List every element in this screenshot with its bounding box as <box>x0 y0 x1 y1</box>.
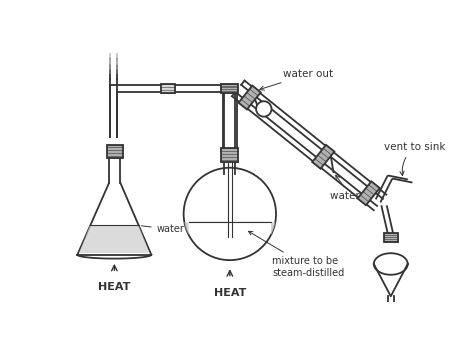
Text: water out: water out <box>260 69 333 90</box>
Bar <box>384 233 398 242</box>
Polygon shape <box>184 222 275 235</box>
Text: HEAT: HEAT <box>214 288 246 298</box>
Bar <box>107 145 123 159</box>
Text: HEAT: HEAT <box>98 282 130 293</box>
Bar <box>221 84 238 93</box>
Circle shape <box>183 168 276 260</box>
Text: water in: water in <box>329 175 372 201</box>
Polygon shape <box>238 85 261 109</box>
Text: mixture to be
steam-distilled: mixture to be steam-distilled <box>248 231 345 278</box>
Bar <box>161 84 175 93</box>
Text: vent to sink: vent to sink <box>384 142 446 176</box>
Polygon shape <box>357 181 380 205</box>
Polygon shape <box>312 145 335 169</box>
Bar <box>221 148 238 162</box>
Polygon shape <box>79 225 150 253</box>
Circle shape <box>256 101 272 117</box>
Text: water: water <box>141 224 184 234</box>
